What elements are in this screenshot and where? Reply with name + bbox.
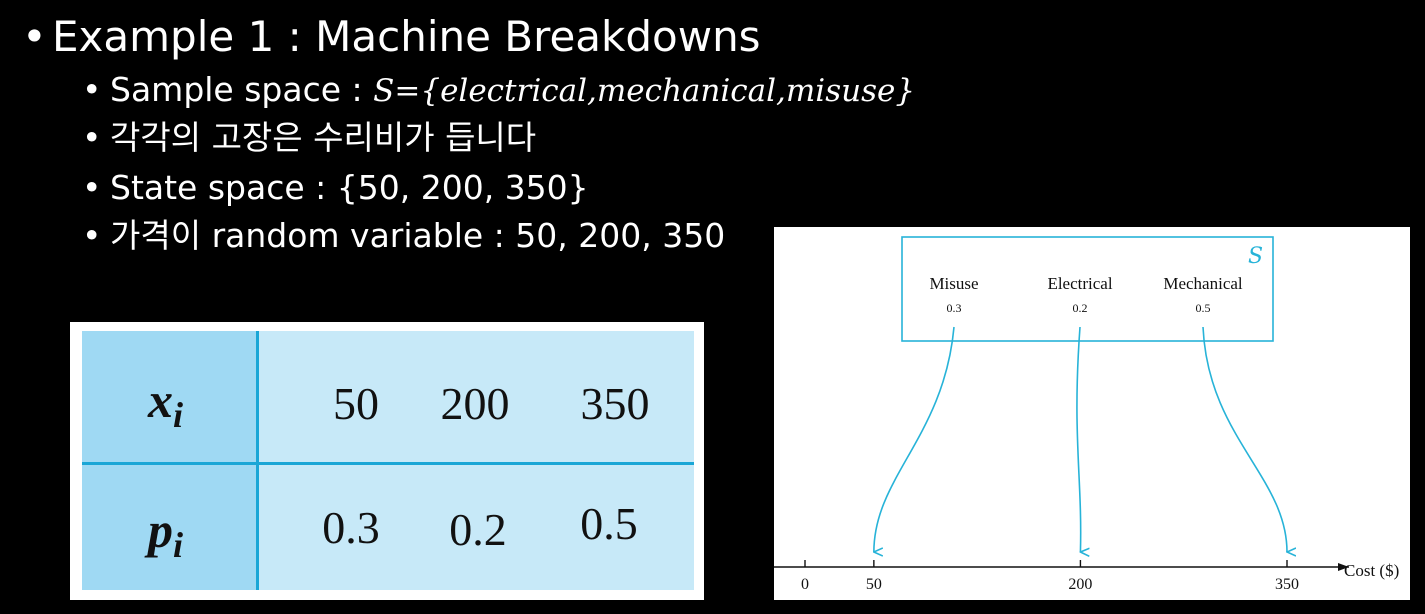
mapping-diagram: S Misuse 0.3 Electrical 0.2 Mechanical 0.5 0 5… [774,227,1410,600]
axis-tick-label: 200 [1068,576,1092,593]
axis-tick-label: 350 [1275,576,1299,593]
x-i-symbol: xi [148,372,184,435]
bullet-dot: • [82,118,102,157]
table-divider-horizontal [82,462,694,465]
set-s-label: S [1248,244,1263,269]
axis-tick-label: 50 [866,576,882,593]
random-variable-text: 가격이 random variable : 50, 200, 350 [110,216,726,255]
state-space-text: State space : {50, 200, 350} [110,168,589,207]
main-bullet-text: Example 1 : Machine Breakdowns [52,12,761,61]
axis-tick-label: 0 [801,576,809,593]
sample-space-box [901,236,1274,342]
bullet-dot: • [82,70,102,109]
outcome-probability: 0.5 [1196,301,1211,315]
sample-space-label: Sample space : [110,70,374,109]
repair-cost-text: 각각의 고장은 수리비가 듭니다 [110,118,537,157]
pmf-table-body: xi pi 50 200 350 0.3 0.2 0.5 [82,331,694,590]
sample-space-math: S={electrical,mechanical,misuse} [373,73,916,109]
p-value-cell: 0.2 [449,504,507,555]
p-i-symbol: pi [148,502,184,565]
x-value-cell: 200 [440,378,510,429]
pmf-table: xi pi 50 200 350 0.3 0.2 0.5 [70,322,704,600]
sample-space-bullet: • Sample space : S={electrical,mechanical… [82,68,915,113]
mapping-arrow [1202,326,1287,552]
mapping-arrow [1076,326,1081,552]
outcome-name: Mechanical [1163,274,1243,293]
pmf-table-header-column [82,331,258,590]
p-value-cell: 0.3 [322,502,380,553]
table-divider-vertical [256,331,259,590]
mapping-arrow [874,326,955,552]
repair-cost-bullet: • 각각의 고장은 수리비가 듭니다 [82,116,536,160]
mapping-diagram-svg: S Misuse 0.3 Electrical 0.2 Mechanical 0.5 0 5… [774,236,1399,593]
outcome-probability: 0.2 [1073,301,1088,315]
bullet-dot: • [82,216,102,255]
bullet-dot: • [22,12,47,61]
p-value-cell: 0.5 [580,498,638,549]
state-space-bullet: • State space : {50, 200, 350} [82,166,589,210]
x-value-cell: 50 [333,378,379,429]
outcome-name: Electrical [1047,274,1112,293]
random-variable-bullet: • 가격이 random variable : 50, 200, 350 [82,214,725,258]
bullet-dot: • [82,168,102,207]
x-value-cell: 350 [580,378,650,429]
outcome-name: Misuse [929,274,978,293]
main-bullet: • Example 1 : Machine Breakdowns [22,12,761,62]
axis-label: Cost ($) [1344,561,1399,580]
outcome-probability: 0.3 [947,301,962,315]
